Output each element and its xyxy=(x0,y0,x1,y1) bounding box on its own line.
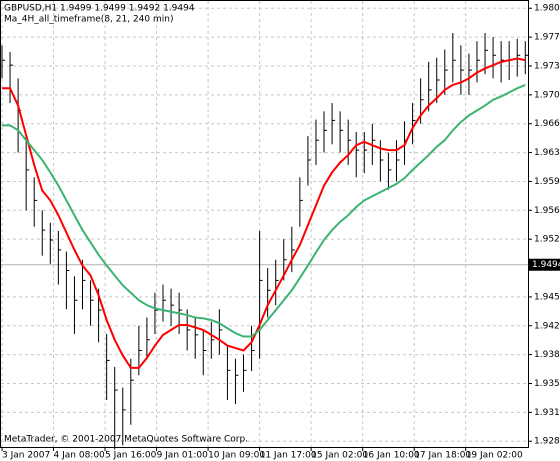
y-tick-label: 1.9280 xyxy=(534,437,560,447)
x-tick-label: 4 Jan 08:00 xyxy=(54,451,106,461)
y-tick-label: 1.9350 xyxy=(534,379,560,389)
x-tick-label: 3 Jan 2007 xyxy=(2,451,50,461)
y-tick-label: 1.9525 xyxy=(534,235,560,245)
y-tick-label: 1.9560 xyxy=(534,206,560,216)
y-tick-label: 1.9420 xyxy=(534,321,560,331)
indicator-name: Ma_4H_all_timeframe(8, 21, 240 min) xyxy=(4,15,173,25)
y-tick-label: 1.9385 xyxy=(534,350,560,360)
x-tick-label: 19 Jan 02:00 xyxy=(466,451,523,461)
x-tick-label: 10 Jan 09:00 xyxy=(208,451,265,461)
current-price-box xyxy=(529,258,560,271)
y-tick-label: 1.9455 xyxy=(534,292,560,302)
x-tick-label: 9 Jan 01:00 xyxy=(157,451,209,461)
x-tick-label: 15 Jan 02:00 xyxy=(311,451,368,461)
x-tick-label: 5 Jan 16:00 xyxy=(105,451,157,461)
y-tick-label: 1.9595 xyxy=(534,177,560,187)
y-tick-label: 1.9805 xyxy=(534,4,560,14)
y-tick-label: 1.9665 xyxy=(534,119,560,129)
x-tick-label: 16 Jan 10:00 xyxy=(363,451,420,461)
y-tick-label: 1.9630 xyxy=(534,148,560,158)
x-tick-label: 17 Jan 18:00 xyxy=(414,451,471,461)
chart-title: GBPUSD,H1 1.9499 1.9499 1.9492 1.9494 xyxy=(4,4,195,14)
y-tick-label: 1.9770 xyxy=(534,33,560,43)
current-price-label: 1.9494 xyxy=(532,260,560,270)
y-tick-label: 1.9700 xyxy=(534,90,560,100)
x-tick-label: 11 Jan 17:00 xyxy=(260,451,317,461)
y-tick-label: 1.9315 xyxy=(534,408,560,418)
y-tick-label: 1.9735 xyxy=(534,61,560,71)
moving-average-line xyxy=(2,57,526,369)
plot-frame xyxy=(0,0,529,448)
copyright: MetaTrader, © 2001-2007 MetaQuotes Softw… xyxy=(4,435,248,445)
moving-average-line xyxy=(2,84,526,338)
